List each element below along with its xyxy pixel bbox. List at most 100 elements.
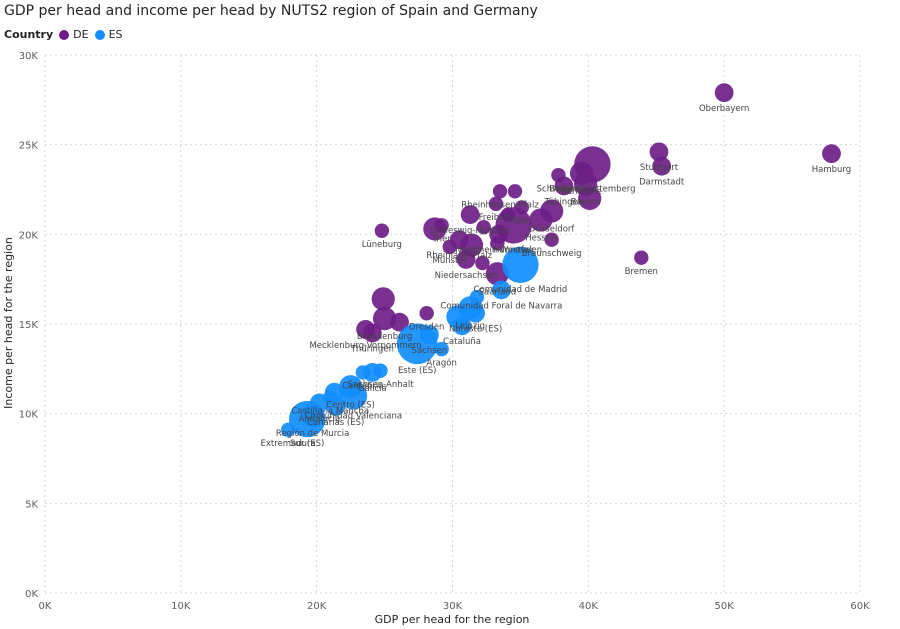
data-label-es: Región de Murcia [276,428,349,439]
data-label-de: Rheinhessen-Pfalz [461,200,539,210]
data-label-es: Sachsen [412,346,448,356]
data-point-es[interactable] [280,422,296,438]
data-label-de: Münster [432,256,467,266]
data-point-de[interactable] [423,217,447,241]
y-tick-label: 15K [19,320,39,331]
data-point-de[interactable] [456,250,476,269]
data-label-de: Saarland [478,287,516,297]
data-label-de: Darmstadt [639,178,685,188]
data-point-de[interactable] [490,236,505,251]
x-tick-label: 50K [715,601,735,612]
data-point-es[interactable] [492,280,511,300]
data-label-es: Sur (ES) [290,439,324,449]
x-tick-label: 10K [171,601,191,612]
x-tick-label: 40K [579,601,599,612]
data-label-de: Niedersachsen [435,271,498,281]
data-point-de[interactable] [362,323,382,343]
x-tick-label: 20K [307,601,327,612]
data-label-de: Bremen [625,267,658,277]
data-point-de[interactable] [578,186,602,211]
data-label-de: Mecklenburg-Vorpommern [309,341,421,351]
x-tick-label: 60K [850,601,870,612]
y-tick-label: 25K [19,141,39,152]
data-label-de: Oberbayern [699,104,749,114]
data-label-de: Hamburg [812,165,851,175]
data-point-de[interactable] [507,184,523,199]
data-point-de[interactable] [488,196,504,212]
data-label-es: Castilla-la Mancha [291,407,369,417]
data-label-es: Sachsen-Anhalt [347,380,414,390]
data-point-de[interactable] [551,167,566,183]
data-point-es[interactable] [469,289,485,305]
data-point-de[interactable] [460,205,480,225]
data-point-es[interactable] [434,341,449,357]
data-point-de[interactable] [652,156,672,176]
data-point-de[interactable] [371,287,395,311]
data-point-es[interactable] [339,381,368,410]
data-label-de: Baden-Württemberg [549,185,635,195]
data-label-de: Nordrhein-Westfalen [455,246,542,256]
grid-layer [44,54,861,594]
data-label-de: Schleswig-Holstein [430,226,510,236]
data-label-de: Bayern [571,198,601,208]
data-label-de: Düsseldorf [529,225,575,235]
data-label-es: Comunidad Foral de Navarra [440,301,562,311]
data-point-de[interactable] [419,306,434,321]
data-point-de[interactable] [822,144,841,164]
legend-title: Country [4,28,54,41]
x-tick-label: 0K [39,601,52,612]
data-label-de: Lüneburg [362,240,402,250]
data-point-es[interactable] [396,323,438,365]
data-point-de[interactable] [492,184,508,199]
data-point-de[interactable] [374,223,390,238]
data-point-de[interactable] [442,239,457,255]
legend: Country DE ES [4,28,129,41]
data-label-de: Trier [431,235,451,245]
data-label-es: Este (ES) [398,366,436,376]
data-label-es: Galicia [358,384,387,394]
data-point-de[interactable] [476,219,491,235]
data-label-de: Dresden [409,322,445,332]
data-point-es[interactable] [452,316,472,336]
data-point-es[interactable] [288,400,326,438]
data-label-de: Karlsruhe [561,187,601,197]
data-label-es: Canarias (ES) [307,418,364,428]
data-point-de[interactable] [649,142,669,162]
data-label-es: Cantabria [342,382,384,392]
data-point-es[interactable] [362,363,382,382]
legend-label-es: ES [108,28,123,41]
data-label-de: Brandenburg [357,332,412,342]
data-point-de[interactable] [544,232,559,247]
data-label-de: Thüringen [350,344,394,354]
y-tick-label: 10K [19,410,39,421]
data-label-de: Hessen [525,234,556,244]
y-tick-label: 30K [19,51,39,62]
data-label-es: Leipzig [455,321,485,331]
data-point-de[interactable] [372,307,397,331]
data-label-de: Stuttgart [640,163,679,173]
label-layer: Oberbayern Hamburg Stuttgart Darmstadt Baden… [261,104,852,449]
legend-swatch-es [94,29,105,40]
data-label-de: Tübingen [544,197,584,207]
data-point-de[interactable] [714,83,734,103]
y-tick-label: 20K [19,230,39,241]
data-label-es: Centro (ES) [326,400,375,410]
data-label-es: Comunidad Valenciana [305,412,402,422]
legend-swatch-de [59,29,70,40]
data-point-de[interactable] [475,255,490,271]
tick-layer: 0K 10K 20K 30K 40K 50K 60K 0K 5K 10K 15K 20K 25K 30K [19,51,870,612]
chart-title: GDP per head and income per head by NUTS… [4,3,538,19]
legend-item-es[interactable]: ES [94,28,123,41]
data-point-de[interactable] [634,250,649,265]
data-point-es[interactable] [326,397,346,416]
data-point-de[interactable] [529,208,553,232]
data-label-de: Hannover [493,246,535,256]
data-label-es: Aragón [426,357,457,368]
data-point-es[interactable] [502,246,539,284]
data-label-de: Rheinland-Pfalz [426,251,492,261]
data-point-de[interactable] [390,312,409,332]
data-label-es: Noreste (ES) [449,325,502,335]
legend-item-de[interactable]: DE [59,28,89,41]
data-point-es[interactable] [466,303,485,323]
